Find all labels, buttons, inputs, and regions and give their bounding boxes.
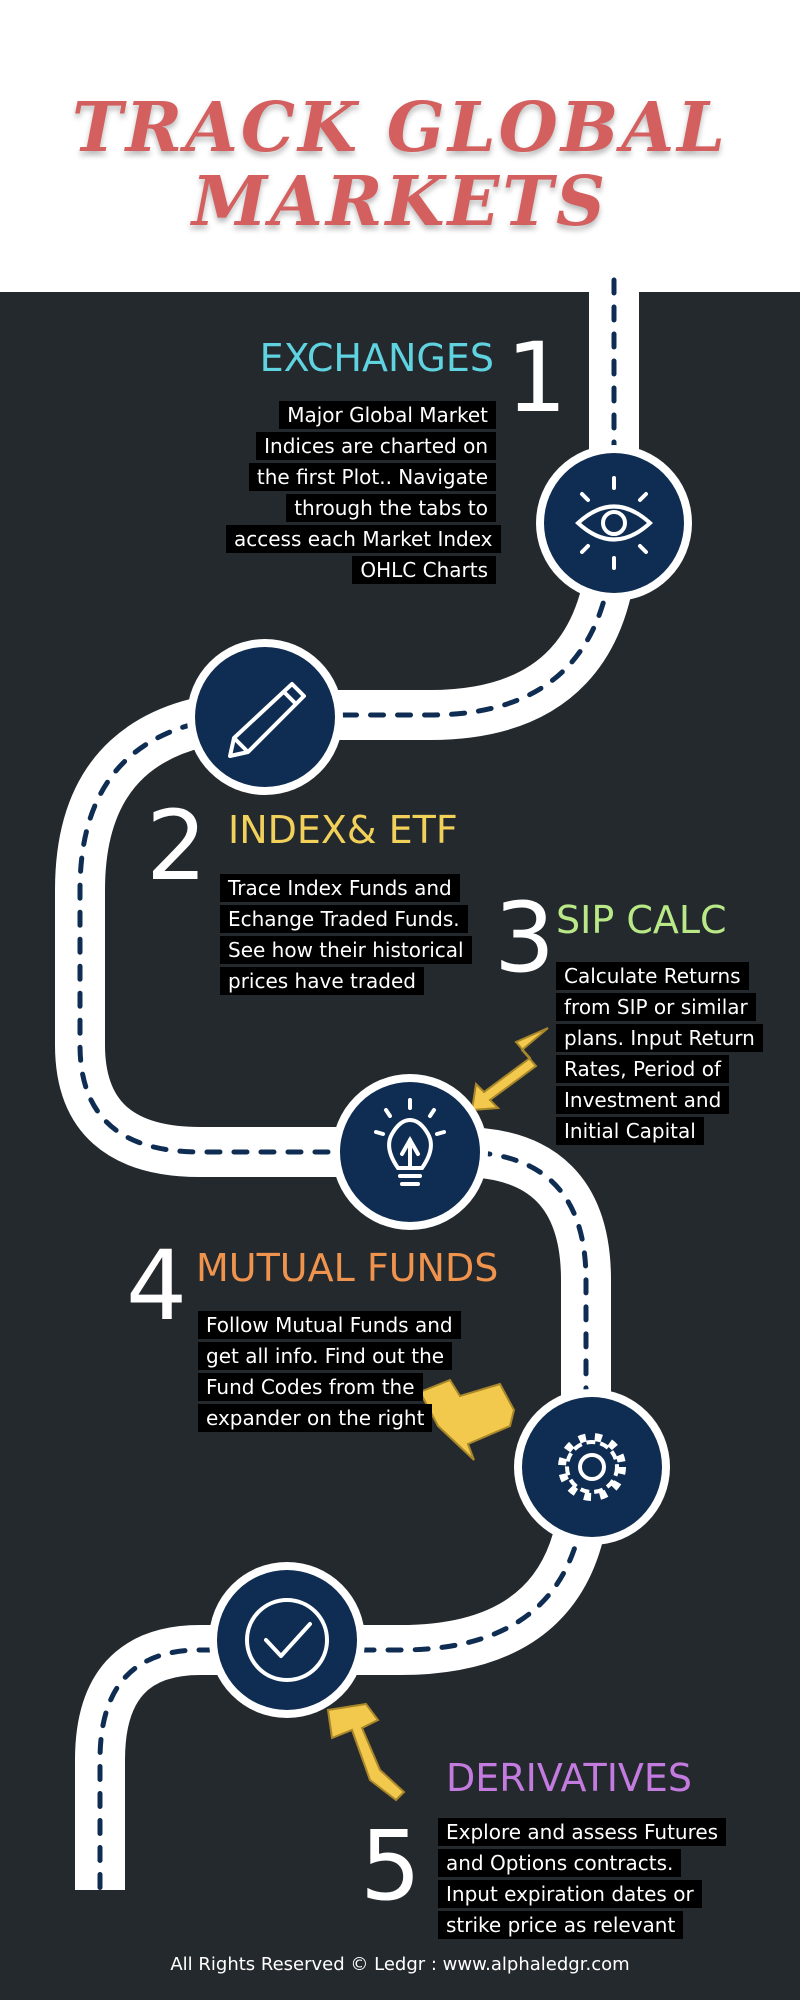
step-2-number: 2 (146, 790, 208, 902)
step-3-circle (332, 1074, 488, 1230)
step-1-circle (536, 445, 692, 601)
road-dashes (77, 277, 617, 1893)
arrow-pointing-step-3 (470, 1027, 549, 1112)
step-2-circle (187, 639, 343, 795)
gear-icon (558, 1433, 626, 1501)
checkmark-icon (245, 1598, 329, 1682)
page-title-line-2: MARKETS (191, 162, 609, 242)
step-1-number: 1 (506, 322, 568, 434)
step-3-title: SIP CALC (556, 898, 727, 942)
step-4-description-text: Follow Mutual Funds and get all info. Fi… (198, 1311, 461, 1432)
lightbulb-icon (374, 1098, 446, 1186)
step-2-description-text: Trace Index Funds and Echange Traded Fun… (220, 874, 472, 995)
footer-copyright: All Rights Reserved © Ledgr : www.alphal… (170, 1954, 630, 1975)
step-4-circle (514, 1389, 670, 1545)
step-3-description-text: Calculate Returns from SIP or similar pl… (556, 962, 763, 1145)
step-5-description-text: Explore and assess Futures and Options c… (438, 1818, 727, 1939)
step-5-title: DERIVATIVES (446, 1756, 693, 1800)
header: TRACK GLOBAL MARKETS (0, 0, 800, 292)
step-1-title: EXCHANGES (259, 336, 494, 380)
step-4-description: Follow Mutual Funds and get all info. Fi… (198, 1310, 468, 1434)
step-5-number: 5 (360, 1810, 422, 1922)
arrow-pointing-step-4 (418, 1378, 516, 1461)
step-5-description: Explore and assess Futures and Options c… (438, 1817, 728, 1941)
eye-icon (575, 476, 653, 570)
step-2-description: Trace Index Funds and Echange Traded Fun… (220, 873, 472, 997)
step-1-description-text: Major Global Market Indices are charted … (226, 401, 501, 584)
pencil-icon (228, 682, 306, 758)
step-4-number: 4 (126, 1230, 188, 1342)
step-1-description: Major Global Market Indices are charted … (226, 400, 501, 586)
step-5-circle (209, 1562, 365, 1718)
step-3-number: 3 (494, 882, 556, 994)
step-3-description: Calculate Returns from SIP or similar pl… (556, 961, 766, 1147)
step-2-title: INDEX& ETF (228, 808, 458, 852)
page-title-line-1: TRACK GLOBAL (72, 88, 728, 168)
step-4-title: MUTUAL FUNDS (196, 1246, 499, 1290)
arrow-pointing-step-5 (326, 1702, 406, 1802)
